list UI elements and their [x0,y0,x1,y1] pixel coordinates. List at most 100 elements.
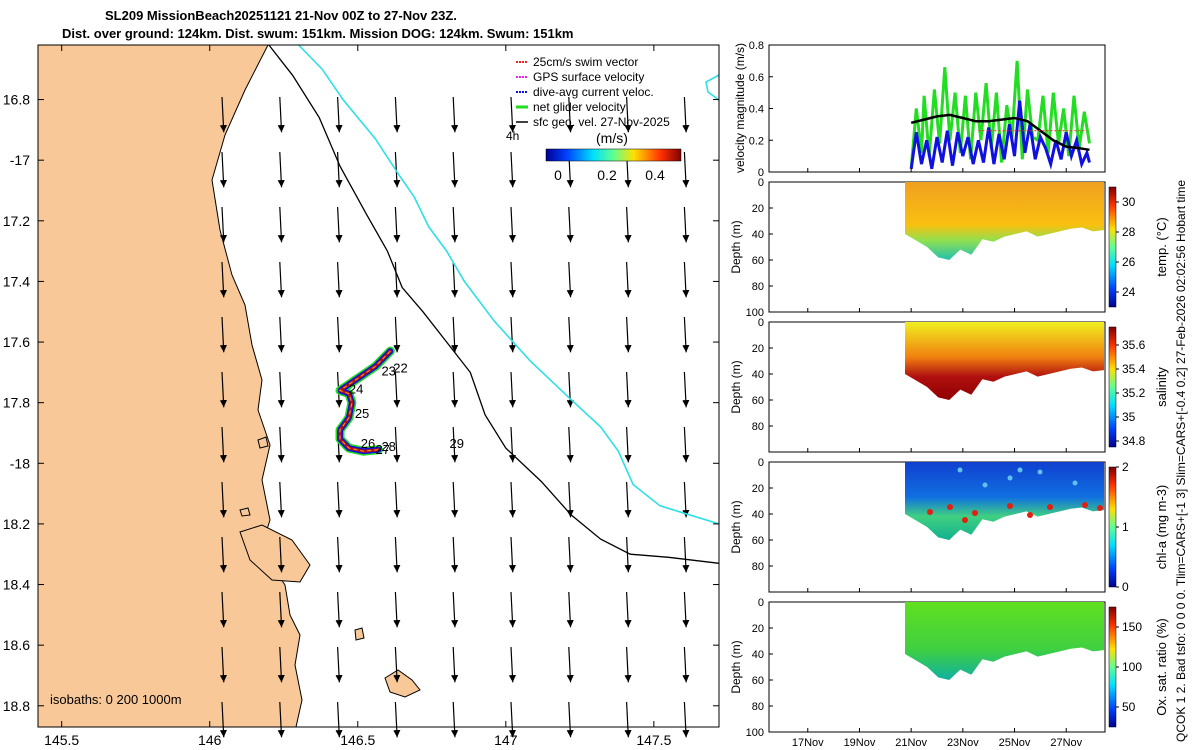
geo-velocity-arrow [624,316,632,353]
colorbar-tick-label: 26 [1122,255,1136,269]
map-legend: 25cm/s swim vector GPS surface velocity … [506,55,670,143]
map-y-tick-label: -17 [10,152,30,168]
geo-velocity-arrow [508,371,516,408]
geo-velocity-arrow [566,261,574,298]
legend-note-4h: 4h [506,129,519,143]
velocity-series [807,60,1091,172]
colorbar-tick-label: 2 [1122,460,1129,474]
section-y-tick-label: 80 [752,421,764,433]
geo-velocity-arrow [393,96,401,133]
geo-velocity-arrow [508,206,516,243]
chl-surface-marker [957,467,963,473]
geo-velocity-arrow [508,151,516,188]
geo-velocity-arrow [566,646,574,683]
legend-dive-avg: dive-avg current veloc. [533,85,654,99]
day-label: 23 [381,363,395,378]
geo-velocity-arrow [393,701,401,738]
map-y-tick-label: 17.8 [3,395,30,411]
section-ylabel: Depth (m) [729,500,743,553]
colorbar-tick-label: 150 [1122,620,1142,634]
chl-surface-marker [1007,475,1013,481]
legend-gps: GPS surface velocity [533,70,644,84]
section-panel: 0 20 40 60 80 Depth (m) 0 1 2 chl-a (mg m-3) [729,457,1169,594]
map-y-ticks: 16.8 -17 17.2 17.4 17.6 17.8 -18 18.2 18.4 18.6 18… [3,92,719,714]
colorbar-label: chl-a (mg m-3) [1154,485,1169,570]
hinchinbrook-island [239,524,311,583]
day-label: 28 [381,439,395,454]
geo-velocity-arrow [682,206,690,243]
section-data-field [905,322,1104,400]
section-data-field [905,182,1104,260]
colorbar-label: Ox. sat. ratio (%) [1154,618,1169,716]
day-label: 25 [355,406,369,421]
map-x-tick-label: 145.5 [44,732,79,748]
velocity-y-tick-label: 0.6 [749,72,764,84]
geo-velocity-arrow [277,371,285,408]
geo-velocity-arrow [277,426,285,463]
map-colorbar: (m/s) 0 0.2 0.4 [545,130,682,183]
section-data-field [905,462,1104,540]
geo-velocity-arrow [219,316,227,353]
section-colorbar [1108,466,1117,588]
chl-max-marker [1027,512,1033,518]
day-label: 22 [393,360,407,375]
chl-surface-marker [982,482,988,488]
geo-velocity-arrow [450,151,459,188]
geo-velocity-arrow [450,371,459,408]
colorbar-tick: 0 [554,167,562,183]
geo-velocity-arrow [566,316,574,353]
geo-velocity-arrow [624,426,632,463]
geo-velocity-arrow [508,316,516,353]
geo-velocity-arrow [682,96,690,133]
geo-velocity-arrow [566,426,574,463]
section-ylabel: Depth (m) [729,220,743,273]
geo-velocity-arrow [450,316,459,353]
map-y-tick-label: 16.8 [3,92,30,108]
section-y-tick-label: 0 [758,597,764,609]
colorbar-tick-label: 30 [1122,195,1136,209]
section-y-tick-label: 60 [752,255,764,267]
velocity-ylabel: velocity magnitude (m/s) [733,43,747,173]
geo-velocity-arrow [508,646,516,683]
geo-velocity-arrow [450,96,459,133]
geo-velocity-arrow [508,536,516,573]
velocity-series-line [909,60,1091,169]
colorbar-tick-label: 0 [1122,580,1129,594]
geo-velocity-arrow [219,591,227,628]
geo-velocity-arrow [566,591,574,628]
section-y-tick-label: 80 [752,561,764,573]
geo-velocity-arrow [566,481,574,518]
geo-velocity-arrow [624,96,632,133]
geo-velocity-arrow [624,371,632,408]
geo-velocity-arrow [277,316,285,353]
map-y-tick-label: 17.4 [3,273,30,289]
geo-velocity-arrow [393,206,401,243]
section-x-tick-label: 23Nov [947,737,979,749]
geo-velocity-arrow [219,426,227,463]
geo-velocity-arrow [682,481,690,518]
geo-velocity-arrow [219,701,227,738]
colorbar-tick-label: 24 [1122,285,1136,299]
velocity-series-line [910,113,1090,152]
section-panel: 0 20 40 60 80 100 Depth (m) 50 100 150 Ox. sat. ra… [729,597,1169,749]
section-y-tick-label: 40 [752,369,764,381]
day-label: 27 [376,442,390,457]
geo-velocity-arrow [277,96,285,133]
geo-velocity-arrow [682,371,690,408]
velocity-y-tick-label: 0 [758,167,764,179]
geo-velocity-arrow [508,261,516,298]
map-y-tick-label: 18.6 [3,637,30,653]
geo-velocity-arrow [335,261,343,298]
map-x-ticks: 145.5 146 146.5 147 147.5 [44,45,672,748]
geo-velocity-arrow [219,96,227,133]
geo-velocity-arrow [335,96,343,133]
geo-velocity-arrow [393,261,401,298]
colorbar-tick-label: 35 [1122,410,1136,424]
geo-velocity-arrow [277,701,285,738]
section-y-tick-label: 0 [758,317,764,329]
geo-velocity-arrow [393,481,401,518]
geo-velocity-arrow [624,646,632,683]
geo-velocity-arrow [277,151,285,188]
